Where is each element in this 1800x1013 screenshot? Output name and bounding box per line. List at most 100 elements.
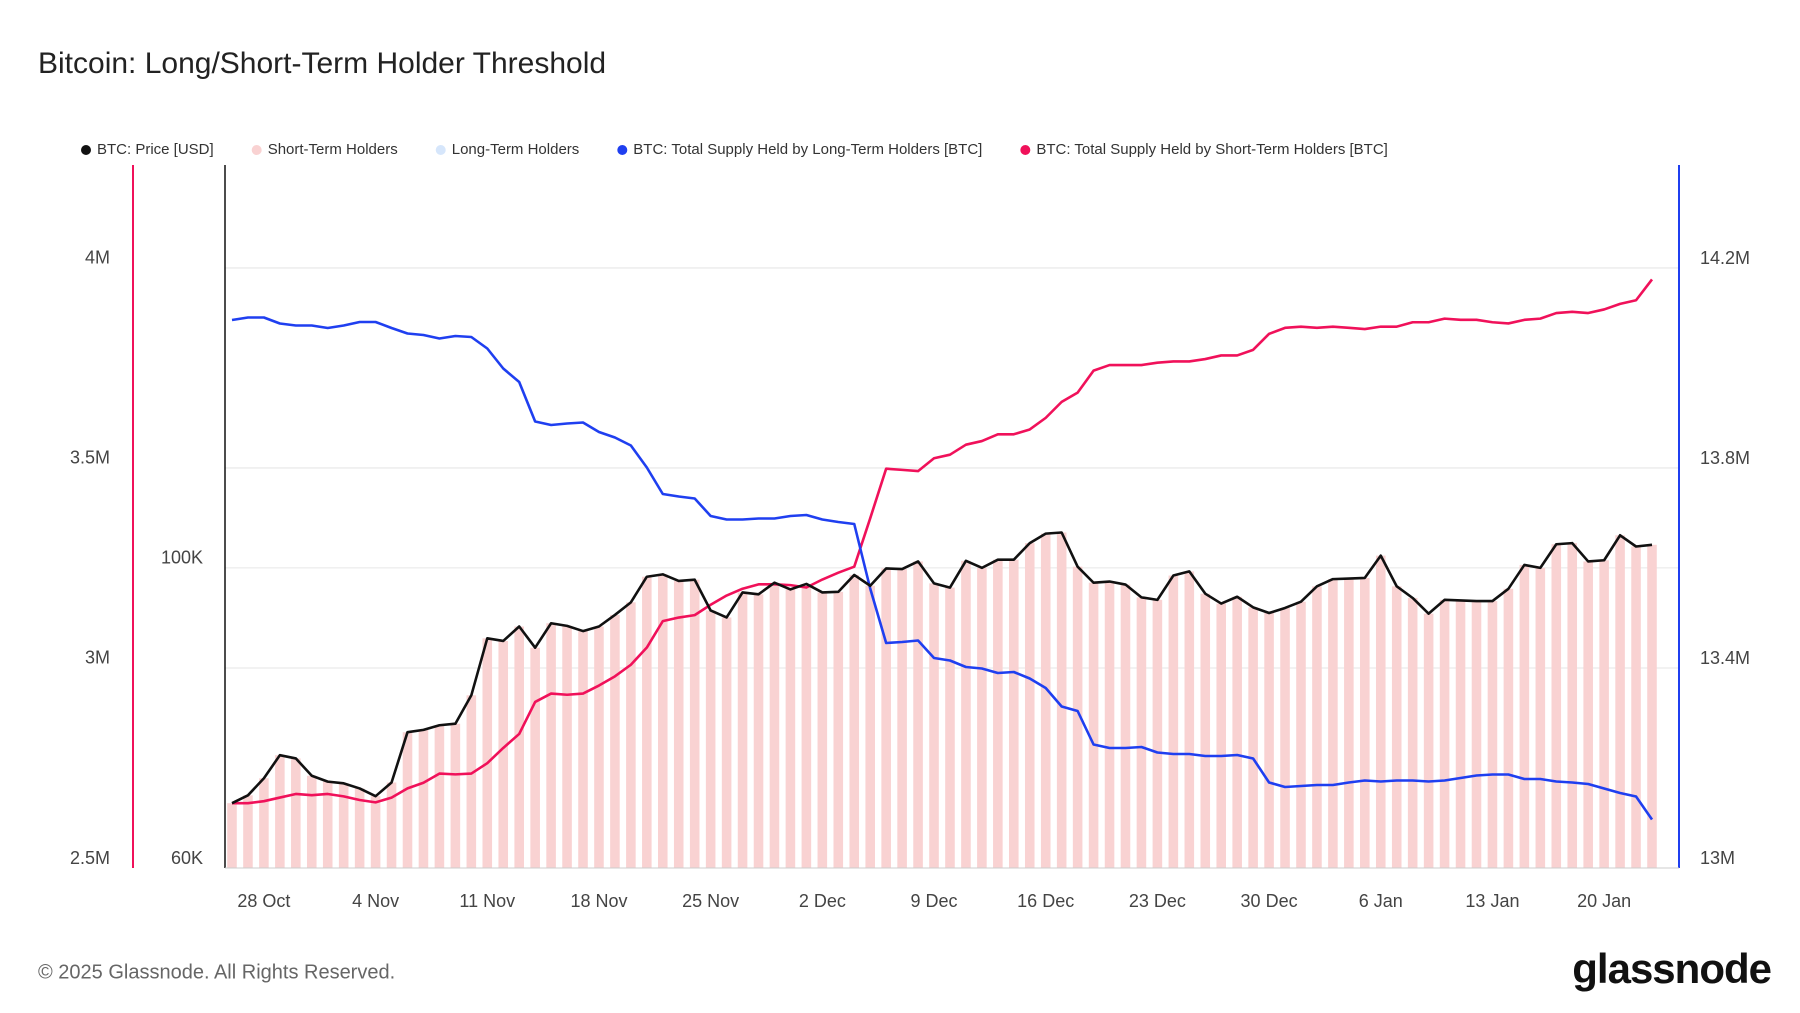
- bar: [1024, 543, 1035, 868]
- y-tick-label: 3M: [85, 648, 110, 668]
- bar: [482, 638, 493, 868]
- bar: [1375, 555, 1386, 868]
- bar: [514, 626, 524, 868]
- bar: [291, 758, 301, 868]
- x-tick-label: 20 Jan: [1577, 891, 1631, 911]
- bar: [418, 729, 429, 868]
- x-tick-label: 6 Jan: [1359, 891, 1403, 911]
- legend-label: Long-Term Holders: [452, 141, 580, 158]
- legend-label: BTC: Total Supply Held by Short-Term Hol…: [1036, 141, 1388, 158]
- bar: [1009, 559, 1019, 868]
- bar: [705, 610, 716, 868]
- line: [232, 278, 1654, 805]
- bar: [1455, 600, 1466, 868]
- bar: [721, 617, 732, 868]
- bar: [546, 623, 556, 868]
- y-tick-label: 2.5M: [70, 848, 110, 868]
- bar: [1391, 586, 1402, 868]
- bar: [594, 626, 604, 868]
- bar: [562, 625, 572, 868]
- bar: [1264, 613, 1274, 868]
- bar: [1407, 597, 1418, 868]
- bar: [993, 559, 1003, 868]
- y-tick-label: 4M: [85, 248, 110, 268]
- chart-title: Bitcoin: Long/Short-Term Holder Threshol…: [38, 47, 606, 80]
- bar: [1104, 581, 1115, 868]
- bar: [1631, 546, 1641, 868]
- bar: [354, 788, 365, 868]
- bar: [498, 640, 509, 868]
- x-tick-label: 25 Nov: [682, 891, 739, 911]
- legend-label: Short-Term Holders: [268, 141, 398, 158]
- bar: [1647, 544, 1657, 868]
- bar: [833, 591, 844, 868]
- x-tick-label: 11 Nov: [459, 891, 515, 911]
- y2-tick-label: 14.2M: [1700, 248, 1750, 268]
- line: [231, 316, 1654, 821]
- bar: [913, 561, 923, 868]
- bar: [1200, 593, 1211, 868]
- legend-marker: [617, 145, 628, 155]
- bar: [530, 647, 540, 868]
- bar: [1344, 578, 1354, 868]
- bar: [881, 568, 891, 868]
- x-tick-label: 16 Dec: [1017, 891, 1074, 911]
- bar: [642, 576, 652, 868]
- bar: [1184, 571, 1195, 868]
- bar: [801, 583, 812, 868]
- bar: [1072, 566, 1083, 868]
- bar: [338, 783, 349, 868]
- bar: [386, 782, 397, 868]
- x-tick-label: 18 Nov: [570, 891, 627, 911]
- bar: [466, 695, 477, 868]
- y-tick-label: 3.5M: [70, 448, 110, 468]
- legend-marker: [81, 145, 91, 155]
- bar: [1248, 607, 1258, 868]
- bar: [961, 560, 971, 868]
- bar: [1136, 597, 1147, 868]
- bar: [658, 574, 668, 868]
- bar: [402, 732, 413, 868]
- logo: glassnode: [1572, 945, 1771, 992]
- bar: [227, 803, 237, 868]
- copyright: © 2025 Glassnode. All Rights Reserved.: [38, 961, 395, 983]
- bar: [1423, 613, 1434, 868]
- bar: [1599, 560, 1609, 868]
- legend-marker: [1020, 145, 1031, 155]
- x-tick-label: 4 Nov: [352, 891, 399, 911]
- bar: [1615, 535, 1625, 868]
- bar: [785, 589, 796, 868]
- bar: [275, 755, 285, 868]
- bar: [610, 614, 620, 868]
- y3-tick-label: 100K: [161, 548, 203, 568]
- bar: [849, 574, 860, 868]
- bar: [370, 796, 381, 868]
- bar: [1503, 588, 1514, 868]
- bar: [259, 778, 269, 868]
- bar: [1328, 579, 1338, 868]
- x-tick-label: 9 Dec: [911, 891, 958, 911]
- bar: [1040, 533, 1051, 868]
- legend-marker: [251, 145, 262, 155]
- bar: [1120, 584, 1131, 868]
- bar: [769, 582, 780, 868]
- y2-tick-label: 13M: [1700, 848, 1735, 868]
- bar: [1360, 577, 1370, 868]
- bar: [1296, 601, 1306, 868]
- bar: [1519, 564, 1530, 868]
- legend-label: BTC: Total Supply Held by Long-Term Hold…: [633, 141, 982, 158]
- bar: [673, 580, 684, 868]
- legend-label: BTC: Price [USD]: [97, 141, 214, 158]
- bar: [450, 723, 461, 868]
- bar: [897, 569, 907, 868]
- bar: [1567, 543, 1578, 868]
- bar: [977, 567, 987, 868]
- bar: [1487, 601, 1498, 868]
- bar: [306, 775, 317, 868]
- bar: [1216, 603, 1226, 868]
- y3-tick-label: 60K: [171, 848, 203, 868]
- bar: [434, 725, 445, 868]
- y2-tick-label: 13.4M: [1700, 648, 1750, 668]
- y2-tick-label: 13.8M: [1700, 448, 1750, 468]
